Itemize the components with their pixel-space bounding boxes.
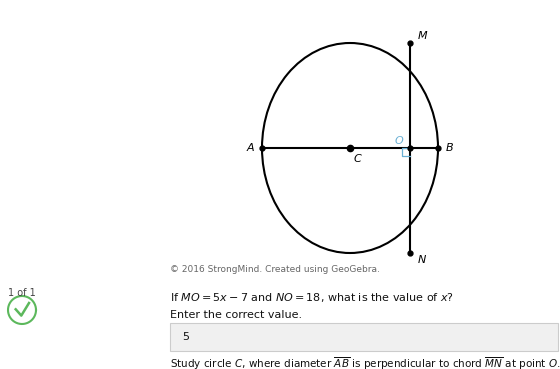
Text: A: A [246,143,254,153]
Text: N: N [418,255,426,265]
Text: C: C [354,154,362,165]
Text: 5: 5 [182,332,189,342]
Text: Study circle $C$, where diameter $\overline{AB}$ is perpendicular to chord $\ove: Study circle $C$, where diameter $\overl… [170,355,560,369]
Text: O: O [395,135,404,146]
Text: M: M [418,31,428,41]
FancyBboxPatch shape [170,323,558,351]
Text: B: B [446,143,454,153]
Text: Enter the correct value.: Enter the correct value. [170,310,302,320]
Text: © 2016 StrongMind. Created using GeoGebra.: © 2016 StrongMind. Created using GeoGebr… [170,265,380,274]
Text: If $MO = 5x - 7$ and $NO = 18$, what is the value of $x$?: If $MO = 5x - 7$ and $NO = 18$, what is … [170,291,454,304]
Text: 1 of 1: 1 of 1 [8,288,36,298]
